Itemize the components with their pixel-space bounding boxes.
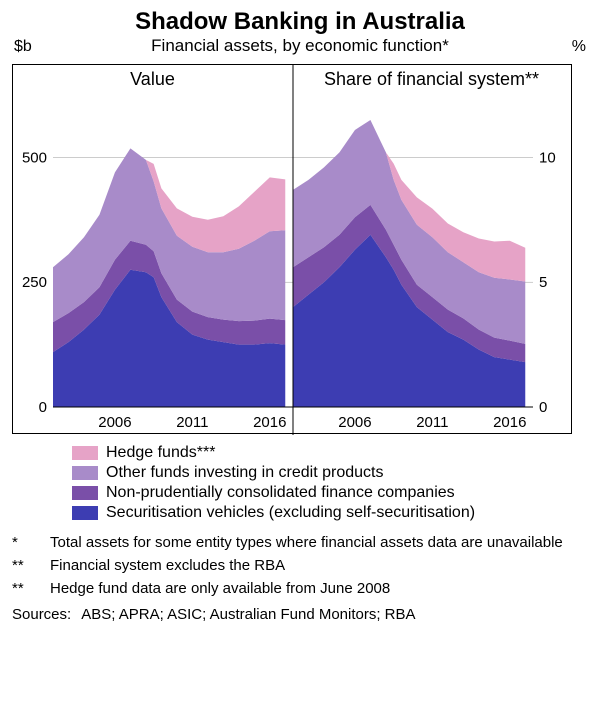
legend-item-securitisation: Securitisation vehicles (excluding self-… (72, 504, 588, 522)
legend-item-other_funds: Other funds investing in credit products (72, 464, 588, 482)
y-left-unit: $b (14, 38, 32, 56)
legend-swatch (72, 506, 98, 520)
sources-text: ABS; APRA; ASIC; Australian Fund Monitor… (81, 606, 415, 623)
footnote: * Total assets for some entity types wher… (12, 534, 588, 553)
svg-text:2006: 2006 (338, 414, 371, 431)
footnote-mark: * (12, 534, 40, 553)
y-right-unit: % (572, 38, 586, 56)
legend-swatch (72, 466, 98, 480)
svg-text:2016: 2016 (493, 414, 526, 431)
sources: Sources: ABS; APRA; ASIC; Australian Fun… (12, 606, 588, 623)
chart-subtitle: Financial assets, by economic function* (12, 36, 588, 56)
legend-label: Non-prudentially consolidated finance co… (106, 484, 455, 502)
legend-label: Hedge funds*** (106, 444, 215, 462)
legend-swatch (72, 486, 98, 500)
footnote: ** Financial system excludes the RBA (12, 557, 588, 576)
sources-label: Sources: (12, 606, 71, 623)
footnote-mark: ** (12, 580, 40, 599)
svg-text:2006: 2006 (98, 414, 131, 431)
legend: Hedge funds*** Other funds investing in c… (12, 444, 588, 524)
svg-text:500: 500 (22, 149, 47, 166)
svg-text:2011: 2011 (416, 414, 448, 431)
svg-text:250: 250 (22, 274, 47, 291)
stacked-area-chart: 2006 2011 2016 2006 2011 2016 0 250 500 0 5 10 (13, 65, 573, 435)
svg-text:5: 5 (539, 274, 547, 291)
svg-text:2016: 2016 (253, 414, 286, 431)
legend-swatch (72, 446, 98, 460)
chart-title: Shadow Banking in Australia (12, 8, 588, 36)
footnote-text: Financial system excludes the RBA (50, 557, 285, 576)
legend-label: Other funds investing in credit products (106, 464, 383, 482)
footnote-text: Hedge fund data are only available from … (50, 580, 390, 599)
legend-item-finance_cos: Non-prudentially consolidated finance co… (72, 484, 588, 502)
svg-text:0: 0 (39, 399, 47, 416)
footnote-text: Total assets for some entity types where… (50, 534, 563, 553)
footnotes: * Total assets for some entity types wher… (12, 534, 588, 602)
svg-text:10: 10 (539, 149, 556, 166)
chart-area: Value Share of financial system** 200620… (12, 64, 572, 434)
footnote: ** Hedge fund data are only available fro… (12, 580, 588, 599)
footnote-mark: ** (12, 557, 40, 576)
svg-text:0: 0 (539, 399, 547, 416)
legend-label: Securitisation vehicles (excluding self-… (106, 504, 475, 522)
legend-item-hedge: Hedge funds*** (72, 444, 588, 462)
svg-text:2011: 2011 (176, 414, 208, 431)
